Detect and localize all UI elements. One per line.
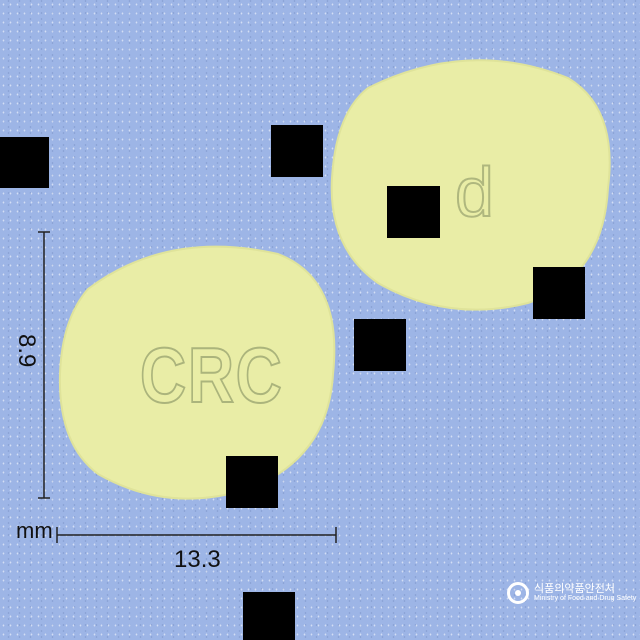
logo-korean-text: 식품의약품안전처 [534,583,615,596]
redaction-box [226,456,278,508]
height-label: 8.9 [13,334,40,368]
logo-english-text: Ministry of Food and Drug Safety [534,595,637,603]
unit-label: mm [16,518,53,543]
pill-back-imprint: d [454,152,496,232]
redaction-box [243,592,295,640]
redaction-box [354,319,406,371]
redaction-box [0,137,49,188]
redaction-box [387,186,440,238]
width-label: 13.3 [174,546,221,573]
redaction-box [533,267,585,319]
pill-front-imprint: CRC [139,330,284,420]
ministry-emblem-icon [507,582,529,604]
redaction-box [271,125,323,177]
ministry-logo: 식품의약품안전처 Ministry of Food and Drug Safet… [507,582,636,604]
